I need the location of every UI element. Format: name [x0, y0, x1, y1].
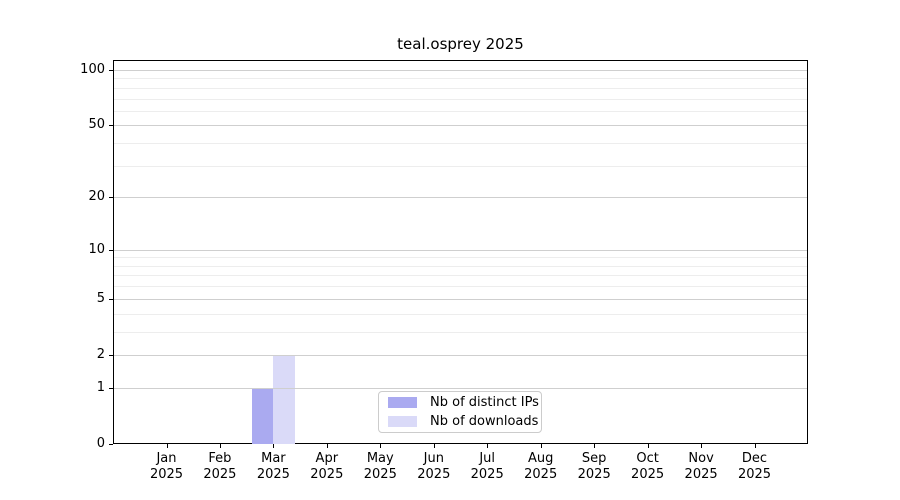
- legend-item-distinct-ips: Nb of distinct IPs: [387, 395, 539, 411]
- x-tick-mark: [594, 444, 596, 448]
- x-axis-tick-label: Nov 2025: [684, 451, 718, 482]
- legend-label-downloads: Nb of downloads: [430, 413, 539, 429]
- y-tick-mark: [109, 197, 113, 198]
- y-axis-tick-label: 2: [96, 347, 105, 362]
- y-tick-mark: [109, 125, 113, 126]
- y-tick-mark: [109, 299, 113, 300]
- x-axis-tick-label: Mar 2025: [256, 451, 290, 482]
- legend-label-distinct-ips: Nb of distinct IPs: [430, 395, 539, 411]
- legend: Nb of distinct IPs Nb of downloads: [378, 391, 542, 433]
- bar-nb-of-downloads-mar: [273, 355, 295, 444]
- y-tick-mark: [109, 70, 113, 71]
- x-tick-mark: [754, 444, 756, 448]
- plot-area: [113, 60, 808, 444]
- legend-swatch-distinct-ips-icon: [388, 397, 417, 409]
- x-axis-tick-label: Apr 2025: [310, 451, 344, 482]
- x-tick-mark: [166, 444, 168, 448]
- x-axis-tick-label: Jun 2025: [417, 451, 451, 482]
- y-axis-tick-label: 1: [96, 380, 105, 395]
- x-axis-tick-label: Feb 2025: [203, 451, 237, 482]
- y-tick-mark: [109, 444, 113, 445]
- x-tick-mark: [380, 444, 382, 448]
- x-tick-mark: [647, 444, 649, 448]
- y-axis-tick-label: 5: [96, 291, 105, 306]
- legend-swatch-downloads-icon: [388, 415, 417, 427]
- x-axis-tick-label: Aug 2025: [524, 451, 558, 482]
- x-axis-tick-label: May 2025: [363, 451, 397, 482]
- x-tick-mark: [273, 444, 275, 448]
- y-axis-tick-label: 20: [88, 189, 105, 204]
- x-axis-tick-label: Jan 2025: [149, 451, 184, 482]
- y-axis-tick-label: 0: [96, 436, 105, 451]
- x-tick-mark: [326, 444, 328, 448]
- y-tick-mark: [109, 388, 113, 389]
- x-axis-tick-label: Sep 2025: [577, 451, 611, 482]
- x-tick-mark: [701, 444, 703, 448]
- x-tick-mark: [433, 444, 435, 448]
- chart-title: teal.osprey 2025: [397, 35, 524, 53]
- y-axis-tick-label: 10: [88, 242, 105, 257]
- bar-nb-of-distinct-ips-mar: [252, 387, 274, 444]
- x-axis-tick-label: Dec 2025: [737, 451, 772, 482]
- y-tick-mark: [109, 250, 113, 251]
- legend-item-downloads: Nb of downloads: [387, 414, 538, 430]
- x-axis-tick-label: Jul 2025: [470, 451, 504, 482]
- y-axis-tick-label: 50: [88, 117, 105, 132]
- x-axis-tick-label: Oct 2025: [631, 451, 665, 482]
- x-tick-mark: [487, 444, 489, 448]
- y-tick-mark: [109, 355, 113, 356]
- x-tick-mark: [540, 444, 542, 448]
- y-axis-tick-label: 100: [80, 62, 105, 77]
- x-tick-mark: [219, 444, 221, 448]
